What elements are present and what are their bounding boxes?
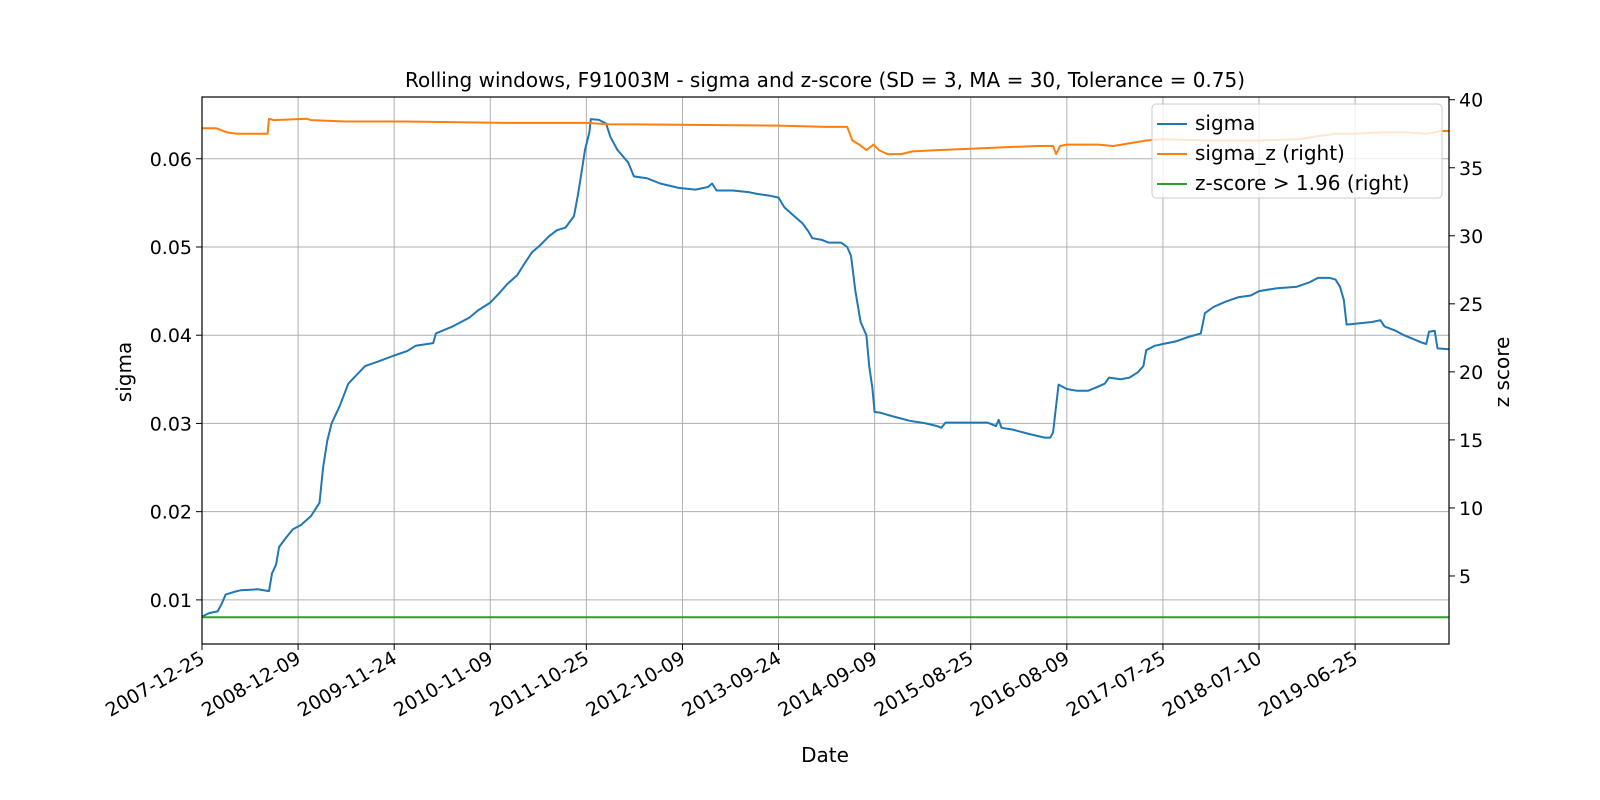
y-tick-label-right: 25 <box>1459 294 1483 316</box>
x-axis-ticks: 2007-12-252008-12-092009-11-242010-11-09… <box>102 644 1362 722</box>
y-tick-label-right: 5 <box>1459 566 1471 588</box>
x-axis-label: Date <box>801 743 849 767</box>
y-tick-label-right: 20 <box>1459 362 1483 384</box>
x-tick-label: 2018-07-10 <box>1159 647 1266 721</box>
x-tick-label: 2010-11-09 <box>390 647 497 721</box>
y-tick-label-left: 0.01 <box>150 590 192 612</box>
legend-label: sigma_z (right) <box>1195 141 1345 165</box>
x-tick-label: 2019-06-25 <box>1255 647 1362 721</box>
plot-frame <box>201 96 1450 645</box>
y-tick-label-left: 0.04 <box>150 325 192 347</box>
x-tick-label: 2012-10-09 <box>582 647 689 721</box>
y-axis-right-ticks: 5 10 15 20 25 30 35 40 <box>1449 90 1483 588</box>
y-tick-label-right: 15 <box>1459 430 1483 452</box>
y-axis-left-ticks: 0.01 0.02 0.03 0.04 0.05 0.06 <box>150 149 202 612</box>
y-tick-label-left: 0.02 <box>150 502 192 524</box>
legend-label: sigma <box>1195 111 1255 135</box>
y-tick-label-right: 35 <box>1459 158 1483 180</box>
x-tick-label: 2009-11-24 <box>294 647 401 721</box>
legend: sigma sigma_z (right) z-score > 1.96 (righ… <box>1151 103 1443 199</box>
y-tick-label-left: 0.06 <box>150 149 192 171</box>
y-tick-label-right: 40 <box>1459 90 1483 112</box>
legend-label: z-score > 1.96 (right) <box>1195 171 1409 195</box>
y-tick-label-left: 0.05 <box>150 237 192 259</box>
y-tick-label-right: 10 <box>1459 498 1483 520</box>
y-tick-label-left: 0.03 <box>150 413 192 435</box>
chart-title: Rolling windows, F91003M - sigma and z-s… <box>405 68 1245 92</box>
series-line-0 <box>201 118 1450 618</box>
x-tick-label: 2013-09-24 <box>678 647 785 721</box>
legend-box <box>1151 103 1443 199</box>
x-tick-label: 2016-08-09 <box>967 647 1074 721</box>
y-axis-label-right: z score <box>1490 337 1514 408</box>
x-tick-label: 2015-08-25 <box>871 647 978 721</box>
x-tick-label: 2011-10-25 <box>486 647 593 721</box>
x-tick-label: 2007-12-25 <box>102 647 209 721</box>
x-tick-label: 2008-12-09 <box>198 647 305 721</box>
y-tick-label-right: 30 <box>1459 226 1483 248</box>
x-tick-label: 2017-07-25 <box>1063 647 1170 721</box>
y-axis-label-left: sigma <box>112 342 136 402</box>
x-tick-label: 2014-09-09 <box>775 647 882 721</box>
